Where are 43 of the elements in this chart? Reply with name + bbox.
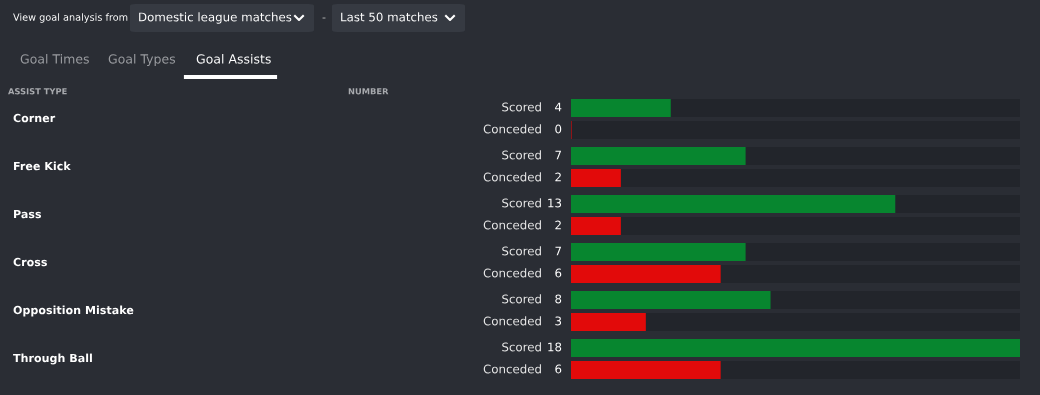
text: Scored <box>502 102 541 112</box>
text: Goal Assists <box>196 53 271 64</box>
text: Conceded <box>483 172 541 182</box>
data-label: 7 <box>555 150 561 160</box>
text: - <box>322 17 326 19</box>
data-label: 4 <box>555 102 562 112</box>
text: Goal Times <box>20 53 89 64</box>
data-label: 8 <box>555 294 562 304</box>
text: Conceded <box>483 124 541 134</box>
data-label: 2 <box>555 172 561 182</box>
bar <box>571 99 671 117</box>
text: Scored <box>502 150 541 160</box>
y-tick-label: Free Kick <box>14 161 71 171</box>
data-label: 13 <box>548 198 562 208</box>
text: Scored <box>502 246 541 256</box>
text: ASSIST TYPE <box>8 88 67 95</box>
text: Conceded <box>483 364 541 374</box>
text: View goal analysis from <box>13 13 128 23</box>
data-label: 0 <box>555 124 562 134</box>
data-label: 6 <box>555 364 562 374</box>
text: Scored <box>502 198 541 208</box>
data-label: 2 <box>555 220 561 230</box>
text: Domestic league matches <box>139 12 292 24</box>
text: NUMBER <box>348 88 389 95</box>
bar <box>571 217 621 235</box>
text: Conceded <box>483 268 541 278</box>
y-tick-label: Pass <box>14 209 42 219</box>
data-label: 7 <box>555 246 561 256</box>
y-tick-label: Cross <box>13 257 47 267</box>
data-label: 6 <box>555 268 562 278</box>
data-label: 3 <box>555 316 562 326</box>
data-label: 18 <box>548 342 562 352</box>
text: Conceded <box>483 220 541 230</box>
text: Goal Types <box>108 53 176 67</box>
bar <box>571 313 646 331</box>
y-tick-label: Opposition Mistake <box>13 305 134 317</box>
text: Scored <box>502 294 541 304</box>
text: Last 50 matches <box>341 12 438 22</box>
text: Conceded <box>483 316 541 326</box>
bar <box>571 169 621 187</box>
y-tick-label: Through Ball <box>13 353 92 365</box>
text: Scored <box>502 342 541 352</box>
y-tick-label: Corner <box>13 113 56 123</box>
